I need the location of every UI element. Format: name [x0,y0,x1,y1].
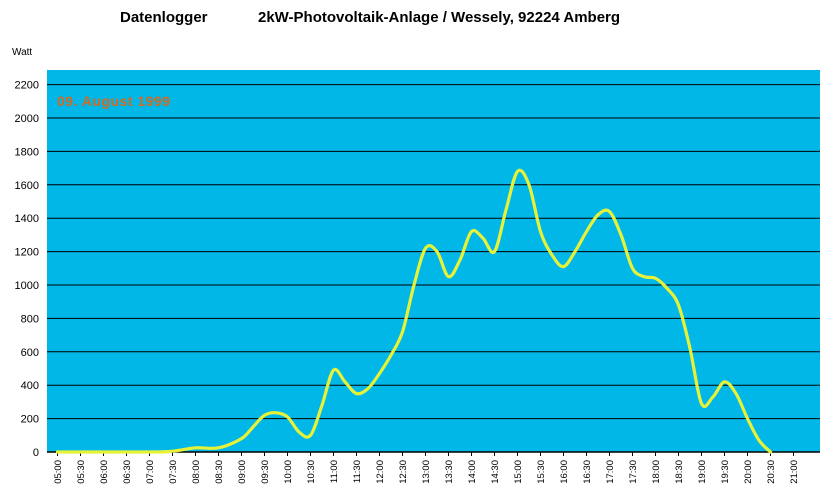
y-tick-label: 400 [21,380,39,392]
x-tick-label: 19:00 [697,460,708,484]
x-tick-label: 13:30 [444,460,455,484]
y-tick-label: 600 [21,347,39,359]
x-tick-label: 14:00 [467,460,478,484]
y-tick-label: 200 [21,414,39,426]
x-tick-label: 09:00 [237,460,248,484]
y-tick-label: 2000 [15,113,39,125]
x-axis-ticks: 05:00 05:30 06:00 06:30 07:00 07:30 08:00 08:30… [53,452,800,484]
x-tick-label: 15:00 [513,460,524,484]
x-tick-label: 14:30 [490,460,501,484]
x-tick-label: 07:00 [145,460,156,484]
x-tick-label: 21:00 [789,460,800,484]
y-tick-label: 1000 [15,280,39,292]
x-tick-label: 16:00 [559,460,570,484]
x-tick-label: 07:30 [168,460,179,484]
x-tick-label: 11:00 [329,460,340,483]
x-tick-label: 17:00 [605,460,616,484]
y-tick-label: 2200 [15,80,39,92]
chart-title-left: Datenlogger [120,9,208,26]
x-tick-label: 08:00 [191,460,202,484]
y-tick-label: 1200 [15,247,39,259]
x-tick-label: 05:30 [76,460,87,484]
x-tick-label: 06:30 [122,460,133,484]
x-tick-label: 17:30 [628,460,639,484]
y-tick-label: 1800 [15,146,39,158]
x-tick-label: 10:00 [283,460,294,484]
y-axis-label: Watt [12,47,32,58]
x-tick-label: 12:00 [375,460,386,484]
plot-area [47,70,820,452]
series-line-watt [55,168,773,454]
x-tick-label: 13:00 [421,460,432,484]
y-tick-label: 800 [21,313,39,325]
x-tick-label: 05:00 [53,460,64,484]
x-tick-label: 15:30 [536,460,547,484]
x-tick-label: 20:30 [766,460,777,484]
x-tick-label: 09:30 [260,460,271,484]
y-tick-label: 0 [33,447,39,459]
x-tick-label: 11:30 [352,460,363,483]
x-tick-label: 08:30 [214,460,225,484]
x-tick-label: 18:30 [674,460,685,484]
x-tick-label: 10:30 [306,460,317,484]
date-annotation: 09. August 1999 [57,93,171,109]
x-tick-label: 12:30 [398,460,409,484]
x-tick-label: 20:00 [743,460,754,484]
x-tick-label: 18:00 [651,460,662,484]
y-tick-label: 1400 [15,213,39,225]
x-tick-label: 06:00 [99,460,110,484]
x-tick-label: 16:30 [582,460,593,484]
y-tick-label: 1600 [15,180,39,192]
x-tick-label: 19:30 [720,460,731,484]
chart-title-right: 2kW-Photovoltaik-Anlage / Wessely, 92224… [258,9,620,26]
y-axis-ticks: 0 200 400 600 800 1000 1200 1400 1600 1800 2000 220… [15,80,39,459]
